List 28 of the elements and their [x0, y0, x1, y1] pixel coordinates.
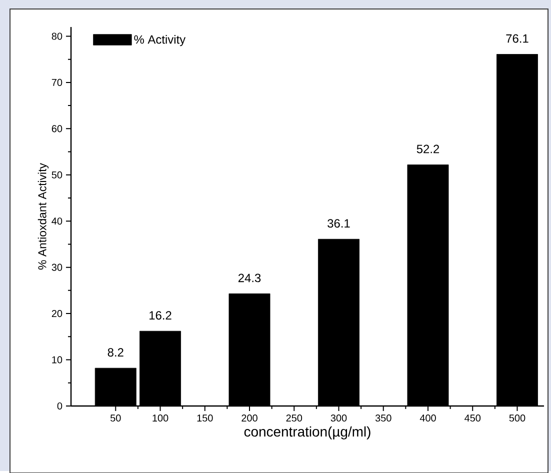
x-tick-label: 250: [286, 414, 302, 422]
y-tick-label: 30: [52, 264, 62, 271]
x-tick-label: 150: [197, 414, 213, 422]
y-axis-title: % Antioxdant Activity: [38, 162, 49, 270]
y-tick-label: 50: [52, 171, 62, 178]
data-label: 24.3: [238, 273, 261, 282]
x-tick-label: 500: [509, 414, 526, 422]
x-axis-title: concentration(µg/ml): [244, 426, 370, 440]
x-tick-label: 300: [330, 414, 347, 422]
legend-label: % Activity: [134, 34, 186, 46]
data-label: 36.1: [328, 218, 350, 228]
x-tick-label: 200: [242, 414, 258, 422]
y-tick-label: 20: [52, 310, 62, 317]
y-tick-label: 10: [52, 356, 62, 364]
x-tick-label: 50: [110, 414, 121, 422]
data-label: 16.2: [150, 310, 172, 320]
y-tick-label: 0: [57, 402, 62, 410]
data-label: 8.2: [108, 348, 124, 356]
y-tick-label: 40: [52, 217, 62, 224]
x-tick-label: 450: [464, 414, 481, 422]
x-tick-label: 400: [420, 414, 436, 422]
y-tick-label: 60: [52, 124, 62, 132]
x-tick-label: 350: [375, 414, 392, 422]
data-label: 76.1: [506, 34, 528, 43]
x-tick-label: 100: [152, 414, 168, 422]
y-tick-label: 70: [52, 78, 62, 86]
data-label: 52.2: [416, 144, 440, 153]
y-tick-label: 80: [52, 32, 62, 40]
